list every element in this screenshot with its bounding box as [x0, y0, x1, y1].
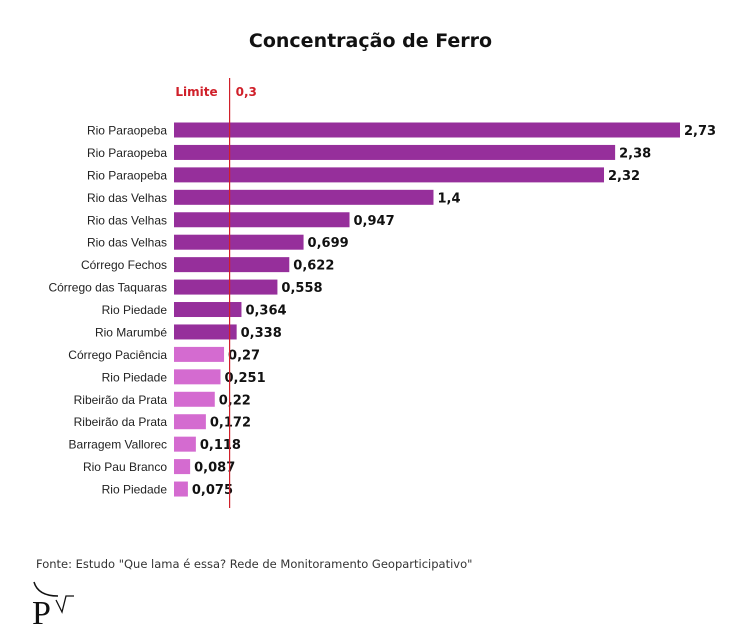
value-label: 2,38 [619, 146, 651, 161]
value-label: 0,699 [308, 236, 349, 251]
bar [174, 414, 206, 430]
value-label: 0,947 [354, 214, 395, 229]
category-label: Rio Piedade [102, 303, 168, 317]
bar [174, 189, 434, 205]
limit-value: 0,3 [236, 85, 257, 99]
category-label: Rio Piedade [102, 483, 168, 497]
publisher-logo: P [32, 581, 74, 628]
category-label: Córrego Fechos [81, 258, 167, 272]
bar [174, 369, 221, 385]
value-label: 0,251 [225, 371, 266, 386]
category-label: Rio das Velhas [87, 213, 167, 227]
value-label: 0,075 [192, 483, 233, 498]
value-label: 0,172 [210, 416, 251, 431]
limit-label: Limite [175, 85, 217, 99]
category-label: Rio Paraopeba [87, 146, 167, 160]
bar [174, 279, 278, 295]
bar [174, 167, 605, 183]
value-label: 0,22 [219, 393, 251, 408]
value-label: 0,087 [194, 461, 235, 476]
category-label: Córrego Paciência [68, 348, 167, 362]
source-note: Fonte: Estudo "Que lama é essa? Rede de … [36, 557, 473, 571]
value-label: 0,338 [241, 326, 282, 341]
category-label: Rio Paraopeba [87, 168, 167, 182]
category-label: Rio das Velhas [87, 191, 167, 205]
bar [174, 122, 680, 138]
bar [174, 459, 191, 475]
category-label: Rio das Velhas [87, 236, 167, 250]
bar [174, 234, 304, 250]
category-label: Ribeirão da Prata [74, 393, 168, 407]
value-label: 0,622 [293, 259, 334, 274]
bar [174, 144, 616, 160]
value-label: 0,364 [245, 304, 286, 319]
bar [174, 391, 215, 407]
category-label: Rio Piedade [102, 370, 168, 384]
value-label: 1,4 [437, 191, 460, 206]
value-label: 2,73 [684, 124, 716, 139]
value-label: 0,118 [200, 438, 241, 453]
category-label: Ribeirão da Prata [74, 415, 168, 429]
value-label: 0,27 [228, 348, 260, 363]
value-label: 0,558 [281, 281, 322, 296]
category-label: Barragem Vallorec [69, 438, 167, 452]
category-label: Rio Paraopeba [87, 124, 167, 138]
bar [174, 481, 188, 497]
bar [174, 302, 242, 318]
category-label: Rio Marumbé [95, 325, 167, 339]
category-label: Córrego das Taquaras [48, 281, 167, 295]
bar [174, 346, 225, 362]
category-label: Rio Pau Branco [83, 460, 167, 474]
chart-title: Concentração de Ferro [248, 30, 493, 52]
bar [174, 436, 196, 452]
bar-chart: Rio Paraopeba 2,73 Rio Paraopeba 2,38 Rio Pa… [48, 78, 716, 508]
bar [174, 212, 350, 228]
value-label: 2,32 [608, 169, 640, 184]
logo-letter: P [32, 595, 51, 628]
bar [174, 324, 237, 340]
bar [174, 257, 290, 273]
